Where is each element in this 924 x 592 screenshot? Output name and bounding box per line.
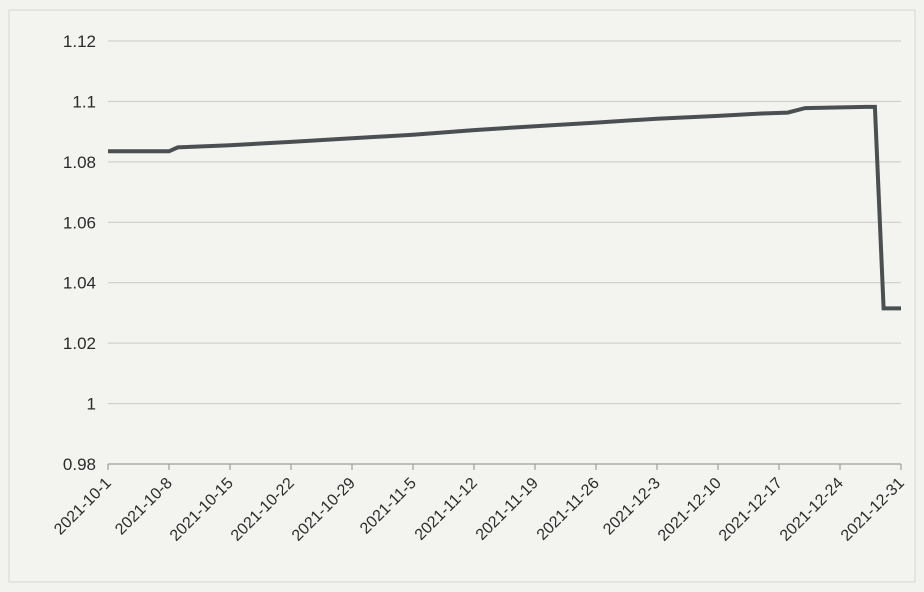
y-tick-label: 0.98 [63,455,96,474]
y-tick-label: 1.08 [63,153,96,172]
y-tick-label: 1.02 [63,334,96,353]
y-tick-label: 1 [87,395,96,414]
series-line [108,104,901,311]
y-tick-label: 1.04 [63,274,96,293]
x-axis [107,463,902,470]
y-tick-label: 1.06 [63,213,96,232]
series-layer [108,104,901,311]
grid-lines [108,40,901,405]
y-tick-label: 1.1 [72,92,96,111]
y-axis-tick-labels: 0.98 1 1.02 1.04 1.06 1.08 1.1 1.12 [63,32,96,474]
y-tick-label: 1.12 [63,32,96,51]
chart-border [8,9,916,583]
